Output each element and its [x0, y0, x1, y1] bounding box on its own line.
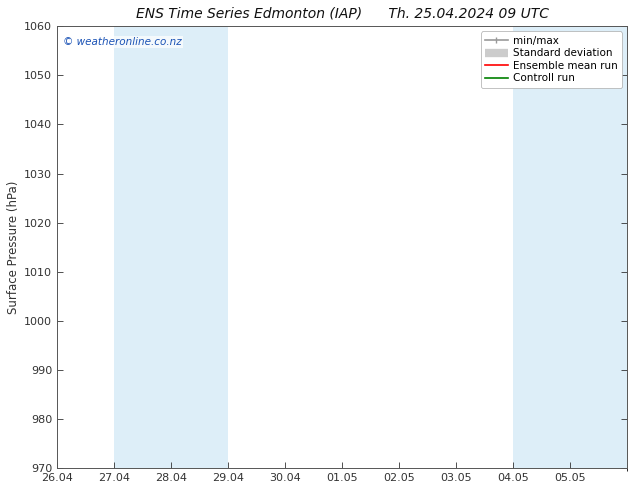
Text: © weatheronline.co.nz: © weatheronline.co.nz	[63, 37, 181, 48]
Y-axis label: Surface Pressure (hPa): Surface Pressure (hPa)	[7, 180, 20, 314]
Bar	[513, 26, 627, 468]
Bar	[114, 26, 228, 468]
Legend: min/max, Standard deviation, Ensemble mean run, Controll run: min/max, Standard deviation, Ensemble me…	[481, 31, 622, 88]
Title: ENS Time Series Edmonton (IAP)      Th. 25.04.2024 09 UTC: ENS Time Series Edmonton (IAP) Th. 25.04…	[136, 7, 548, 21]
